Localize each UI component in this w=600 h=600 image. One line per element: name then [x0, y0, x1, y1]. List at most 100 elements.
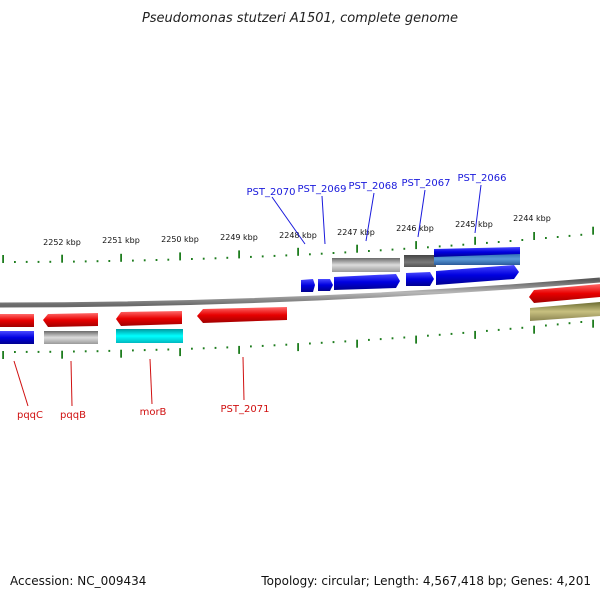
minor-tick [332, 252, 335, 254]
map-title: Pseudomonas stutzeri A1501, complete gen… [142, 11, 458, 26]
leader-line [70, 360, 73, 407]
major-tick [2, 255, 4, 263]
gene-block[interactable] [404, 255, 436, 267]
major-tick [297, 343, 299, 352]
minor-tick [108, 349, 111, 352]
minor-tick [226, 346, 229, 349]
minor-tick [438, 333, 441, 336]
gene-arrow[interactable] [301, 279, 315, 292]
minor-tick [580, 233, 583, 236]
lower-feature-track [0, 284, 600, 344]
gene-label-pst-2071[interactable]: PST_2071 [221, 404, 270, 415]
kbp-label: 2247 kbp [337, 228, 375, 237]
minor-tick [167, 348, 170, 351]
minor-tick [73, 350, 75, 353]
leader-line [321, 195, 326, 245]
major-tick [356, 244, 358, 253]
minor-tick [250, 345, 252, 348]
minor-tick [344, 340, 347, 343]
gene-label-pst-2069[interactable]: PST_2069 [298, 184, 347, 195]
minor-tick [568, 322, 571, 325]
major-tick [592, 226, 594, 235]
gene-label-pst-2066[interactable]: PST_2066 [458, 173, 507, 184]
gene-arrow[interactable] [318, 279, 333, 291]
minor-tick [309, 342, 311, 345]
kbp-label: 2244 kbp [513, 214, 551, 223]
major-tick [533, 232, 535, 240]
minor-tick [379, 338, 382, 341]
gene-block[interactable] [434, 247, 520, 257]
gene-arrow[interactable] [43, 313, 98, 327]
minor-tick [580, 321, 583, 323]
major-tick [356, 339, 358, 348]
major-tick [2, 351, 4, 359]
leader-line [149, 358, 153, 405]
minor-tick [521, 239, 524, 241]
minor-tick [450, 244, 453, 247]
gene-label-pqqc[interactable]: pqqC [17, 410, 43, 421]
minor-tick [427, 246, 429, 249]
minor-tick [497, 328, 500, 331]
gene-label-pqqb[interactable]: pqqB [60, 410, 86, 421]
accession-text: Accession: NC_009434 [10, 574, 147, 588]
upper-feature-track [301, 247, 520, 292]
genome-backbone [0, 277, 600, 308]
kbp-label: 2252 kbp [43, 238, 81, 247]
gene-block[interactable] [0, 331, 34, 344]
gene-arrow[interactable] [529, 284, 600, 303]
minor-tick [25, 350, 28, 353]
major-tick [592, 319, 594, 328]
minor-tick [273, 344, 276, 347]
gene-label-pst-2070[interactable]: PST_2070 [247, 187, 296, 198]
gene-block[interactable] [44, 331, 98, 344]
minor-tick [344, 251, 347, 254]
minor-tick [25, 260, 28, 263]
major-tick [533, 325, 535, 334]
gene-arrow[interactable] [197, 307, 287, 323]
gene-label-pst-2067[interactable]: PST_2067 [402, 178, 451, 189]
major-tick [415, 335, 417, 344]
minor-tick [37, 350, 40, 353]
kbp-label: 2248 kbp [279, 231, 317, 240]
gene-block[interactable] [530, 302, 600, 321]
minor-tick [250, 255, 252, 258]
minor-tick [403, 247, 406, 250]
minor-tick [273, 254, 276, 257]
major-tick [474, 330, 476, 339]
minor-tick [556, 323, 559, 326]
gene-label-pst-2068[interactable]: PST_2068 [349, 181, 398, 192]
kbp-label: 2250 kbp [161, 235, 199, 244]
minor-tick [332, 341, 335, 344]
minor-tick [214, 257, 217, 260]
gene-arrow[interactable] [406, 272, 434, 286]
minor-tick [14, 351, 16, 353]
gene-arrow[interactable] [116, 311, 182, 326]
minor-tick [486, 241, 488, 244]
minor-tick [309, 253, 311, 256]
gene-arrow[interactable] [334, 274, 400, 290]
gene-label-morb[interactable]: morB [140, 407, 167, 418]
kbp-labels: 2252 kbp 2251 kbp 2250 kbp 2249 kbp 2248… [43, 214, 551, 247]
minor-tick [521, 326, 524, 329]
gene-arrow[interactable] [436, 265, 519, 285]
major-tick [415, 241, 417, 250]
minor-tick [84, 260, 87, 263]
gene-block[interactable] [332, 258, 400, 272]
gene-arrow[interactable] [0, 314, 34, 327]
minor-tick [108, 260, 111, 262]
lower-tick-ruler [2, 319, 594, 359]
minor-tick [132, 259, 134, 262]
minor-tick [84, 350, 87, 353]
minor-tick [167, 258, 170, 261]
minor-tick [96, 260, 99, 263]
kbp-label: 2245 kbp [455, 220, 493, 229]
kbp-label: 2246 kbp [396, 224, 434, 233]
gene-block[interactable] [116, 329, 183, 343]
minor-tick [14, 261, 16, 263]
minor-tick [545, 237, 547, 239]
minor-tick [427, 334, 429, 337]
major-tick [238, 250, 240, 259]
minor-tick [155, 259, 158, 261]
minor-tick [450, 332, 453, 335]
